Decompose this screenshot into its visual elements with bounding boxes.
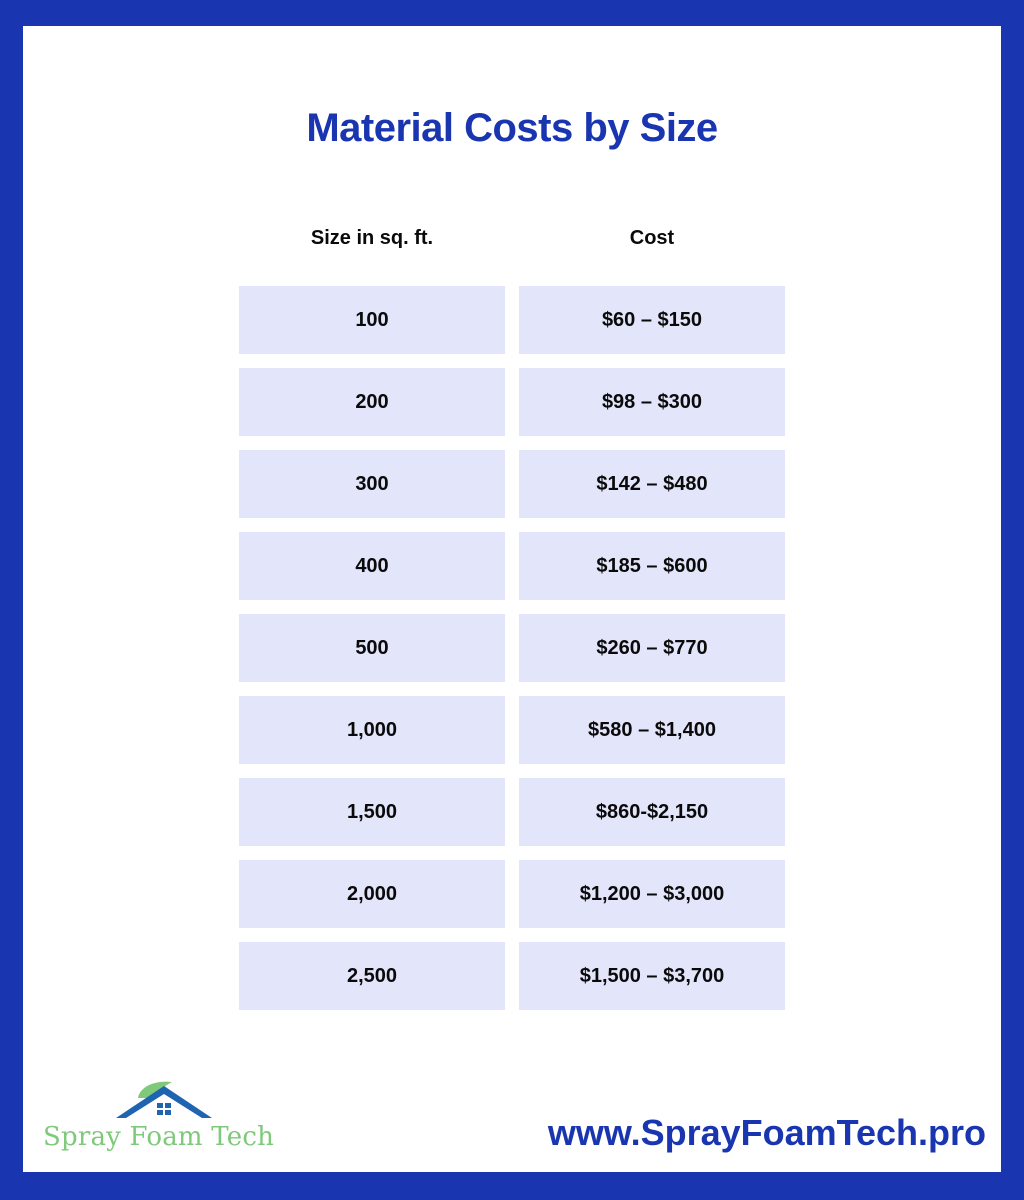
size-cell: 1,000: [239, 696, 505, 764]
size-cell: 1,500: [239, 778, 505, 846]
table-row: 1,500 $860-$2,150: [239, 778, 785, 846]
cost-cell: $185 – $600: [519, 532, 785, 600]
cost-cell: $98 – $300: [519, 368, 785, 436]
content-card: [23, 26, 1001, 1172]
size-cell: 400: [239, 532, 505, 600]
page-title: Material Costs by Size: [306, 106, 718, 150]
size-cell: 200: [239, 368, 505, 436]
table-row: 300 $142 – $480: [239, 450, 785, 518]
column-header-size: Size in sq. ft.: [310, 227, 434, 249]
cost-cell: $260 – $770: [519, 614, 785, 682]
cost-table: 100 $60 – $150 200 $98 – $300 300 $142 –…: [239, 286, 785, 1024]
table-row: 200 $98 – $300: [239, 368, 785, 436]
table-row: 2,000 $1,200 – $3,000: [239, 860, 785, 928]
cost-cell: $60 – $150: [519, 286, 785, 354]
cost-cell: $860-$2,150: [519, 778, 785, 846]
table-row: 1,000 $580 – $1,400: [239, 696, 785, 764]
cost-cell: $142 – $480: [519, 450, 785, 518]
cost-cell: $1,200 – $3,000: [519, 860, 785, 928]
table-row: 400 $185 – $600: [239, 532, 785, 600]
website-link[interactable]: www.SprayFoamTech.pro: [547, 1112, 986, 1153]
size-cell: 300: [239, 450, 505, 518]
table-row: 500 $260 – $770: [239, 614, 785, 682]
cost-cell: $1,500 – $3,700: [519, 942, 785, 1010]
size-cell: 100: [239, 286, 505, 354]
size-cell: 2,500: [239, 942, 505, 1010]
table-row: 2,500 $1,500 – $3,700: [239, 942, 785, 1010]
size-cell: 500: [239, 614, 505, 682]
brand-logo[interactable]: Spray Foam Tech: [40, 1080, 300, 1160]
table-row: 100 $60 – $150: [239, 286, 785, 354]
house-leaf-logo-icon: [116, 1081, 212, 1118]
logo-wordmark: Spray Foam Tech: [43, 1122, 275, 1152]
cost-cell: $580 – $1,400: [519, 696, 785, 764]
size-cell: 2,000: [239, 860, 505, 928]
column-header-cost: Cost: [629, 227, 675, 249]
